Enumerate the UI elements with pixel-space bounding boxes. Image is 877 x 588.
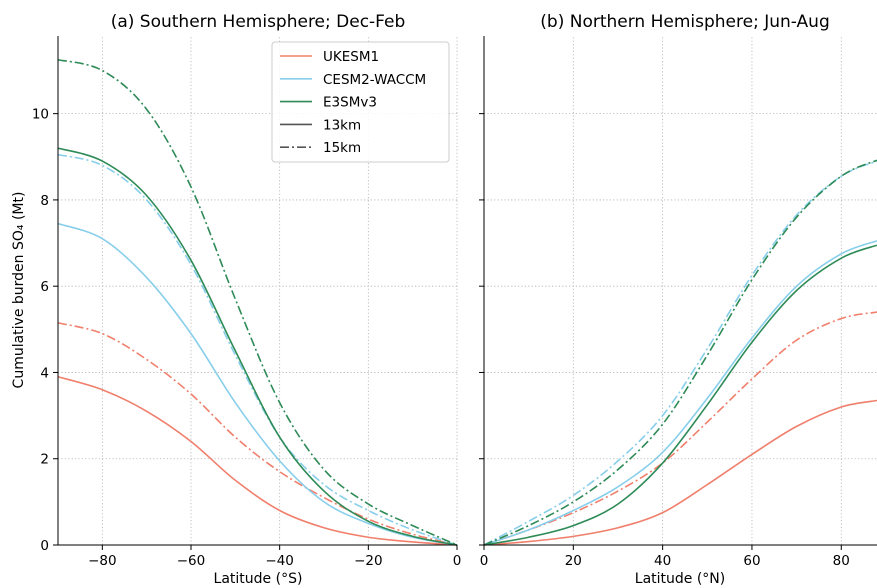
ticks: 0 20 40 60 80 (479, 113, 850, 569)
y-axis-label: Cumulative burden SO₄ (Mt) (11, 192, 27, 389)
series-line-ukesm1-13km (57, 376, 458, 546)
x-tick-label: −40 (265, 553, 294, 569)
y-tick-label: 8 (40, 193, 49, 209)
legend-item-e3smv3: E3SMv3 (280, 95, 377, 111)
y-tick-label: 2 (40, 452, 49, 468)
x-tick-label: 0 (453, 553, 462, 569)
x-tick-label: 0 (480, 553, 489, 569)
series-line-ukesm1-13km (483, 399, 877, 546)
legend-item-13km: 13km (280, 117, 361, 133)
legend-label: 13km (323, 117, 361, 133)
y-tick-label: 10 (32, 107, 49, 123)
legend-label: CESM2-WACCM (323, 72, 426, 88)
panel-southern-hemisphere: (a) Southern Hemisphere; Dec-Feb Latitud… (11, 12, 461, 587)
legend-label: 15km (323, 140, 361, 156)
x-tick-label: −80 (88, 553, 117, 569)
x-tick-label: 40 (654, 553, 671, 569)
y-tick-label: 6 (40, 279, 49, 295)
x-tick-label: 20 (565, 553, 582, 569)
x-axis-label: Latitude (°N) (635, 571, 725, 587)
panel-northern-hemisphere: (b) Northern Hemisphere; Jun-Aug Latitud… (479, 12, 877, 587)
panel-title: (a) Southern Hemisphere; Dec-Feb (111, 12, 406, 32)
x-tick-label: 60 (743, 553, 760, 569)
legend-item-cesm2-waccm: CESM2-WACCM (280, 72, 426, 88)
legend-items: UKESM1 CESM2-WACCM E3SMv3 13km 15km (280, 49, 426, 156)
series-line-e3smv3-13km (57, 147, 458, 546)
legend: UKESM1 CESM2-WACCM E3SMv3 13km 15km (271, 41, 450, 163)
series-line-e3smv3-15km (57, 58, 458, 546)
series-line-cesm2-waccm-13km (483, 240, 877, 546)
panel-title: (b) Northern Hemisphere; Jun-Aug (540, 12, 829, 32)
x-tick-label: 80 (833, 553, 850, 569)
x-tick-label: −60 (177, 553, 206, 569)
series-layer (483, 159, 877, 546)
axes (57, 36, 457, 546)
series-layer (57, 58, 458, 546)
grid (483, 36, 877, 546)
y-tick-label: 4 (40, 365, 49, 381)
y-tick-label: 0 (40, 538, 49, 554)
legend-frame (271, 41, 450, 163)
legend-item-ukesm1: UKESM1 (280, 49, 379, 65)
series-line-ukesm1-15km (57, 322, 458, 546)
axes (483, 36, 877, 546)
series-line-cesm2-waccm-15km (57, 153, 458, 546)
x-axis-label: Latitude (°S) (214, 571, 303, 587)
x-tick-label: −20 (354, 553, 383, 569)
legend-item-15km: 15km (280, 140, 361, 156)
series-line-e3smv3-15km (483, 159, 877, 546)
ticks: −80 −60 −40 −20 0 0 2 4 6 8 10 (32, 107, 461, 569)
legend-label: E3SMv3 (323, 95, 377, 111)
series-line-cesm2-waccm-13km (57, 222, 458, 546)
series-line-e3smv3-13km (483, 244, 877, 546)
series-line-cesm2-waccm-15km (483, 160, 877, 546)
legend-label: UKESM1 (323, 49, 379, 65)
series-line-ukesm1-15km (483, 311, 877, 546)
